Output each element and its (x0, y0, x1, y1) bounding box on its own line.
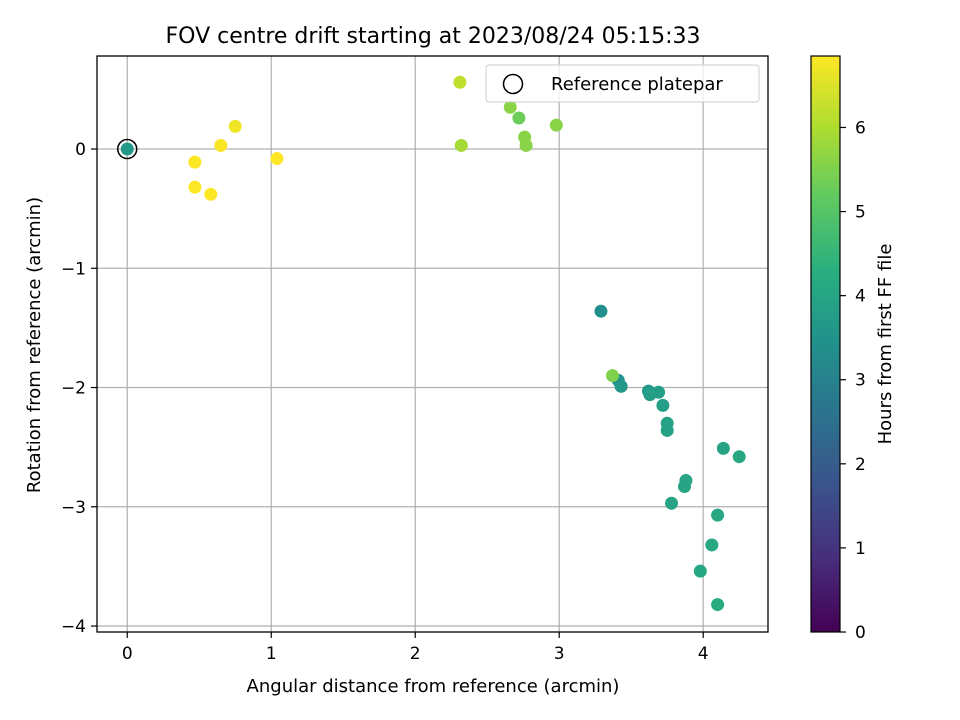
colorbar: 0 1 2 3 4 5 6 Hours from first FF file (810, 55, 896, 643)
legend-box (485, 64, 760, 103)
legend-marker-reference (502, 73, 524, 95)
y-axis: 0 −1 −2 −3 −4 (61, 140, 97, 637)
data-point (614, 379, 628, 393)
legend: Reference platepar (485, 64, 760, 103)
data-point (652, 385, 666, 399)
plot-frame (96, 55, 769, 633)
colorbar-ticks: 0 1 2 3 4 5 6 (840, 118, 866, 643)
colorbar-tick-label: 4 (855, 287, 866, 307)
data-point (711, 598, 725, 612)
x-tick-label: 4 (698, 644, 709, 664)
data-point (665, 496, 679, 510)
data-point (711, 508, 725, 522)
y-tick-label: −2 (61, 379, 86, 399)
data-point (605, 369, 619, 383)
x-tick-label: 3 (554, 644, 565, 664)
colorbar-tick-label: 2 (855, 455, 866, 475)
chart-title: FOV centre drift starting at 2023/08/24 … (166, 24, 701, 49)
data-point (453, 75, 467, 89)
y-tick-label: 0 (75, 140, 86, 160)
x-tick-label: 0 (122, 644, 133, 664)
data-point (454, 138, 468, 152)
data-point (503, 100, 517, 114)
data-point (716, 441, 730, 455)
x-tick-label: 1 (266, 644, 277, 664)
data-point (204, 187, 218, 201)
data-point (660, 423, 674, 437)
data-point (519, 138, 533, 152)
data-point (732, 450, 746, 464)
data-point (512, 111, 526, 125)
data-point (270, 152, 284, 166)
colorbar-tick-label: 3 (855, 371, 866, 391)
y-tick-label: −4 (61, 617, 86, 637)
x-axis-label: Angular distance from reference (arcmin) (247, 676, 620, 697)
x-axis: 0 1 2 3 4 (122, 632, 709, 664)
data-point (549, 118, 563, 132)
y-tick-label: −1 (61, 259, 86, 279)
colorbar-gradient (811, 56, 840, 632)
x-tick-label: 2 (410, 644, 421, 664)
data-point (679, 474, 693, 488)
reference-marker (116, 138, 138, 160)
y-axis-label: Rotation from reference (arcmin) (24, 197, 45, 493)
colorbar-tick-label: 5 (855, 203, 866, 223)
data-point (120, 142, 134, 156)
data-point (188, 155, 202, 169)
grid (97, 56, 768, 632)
data-point (705, 538, 719, 552)
reference-point (116, 138, 138, 160)
y-tick-label: −3 (61, 498, 86, 518)
data-point (656, 398, 670, 412)
colorbar-tick-label: 1 (855, 539, 866, 559)
data-point (214, 138, 228, 152)
colorbar-frame (810, 55, 841, 633)
data-point (693, 564, 707, 578)
data-point (188, 180, 202, 194)
data-point (228, 119, 242, 133)
data-point (594, 304, 608, 318)
colorbar-tick-label: 6 (855, 118, 866, 138)
colorbar-tick-label: 0 (855, 623, 866, 643)
legend-label-reference: Reference platepar (551, 74, 723, 95)
data-points (120, 75, 746, 612)
colorbar-label: Hours from first FF file (875, 244, 896, 445)
